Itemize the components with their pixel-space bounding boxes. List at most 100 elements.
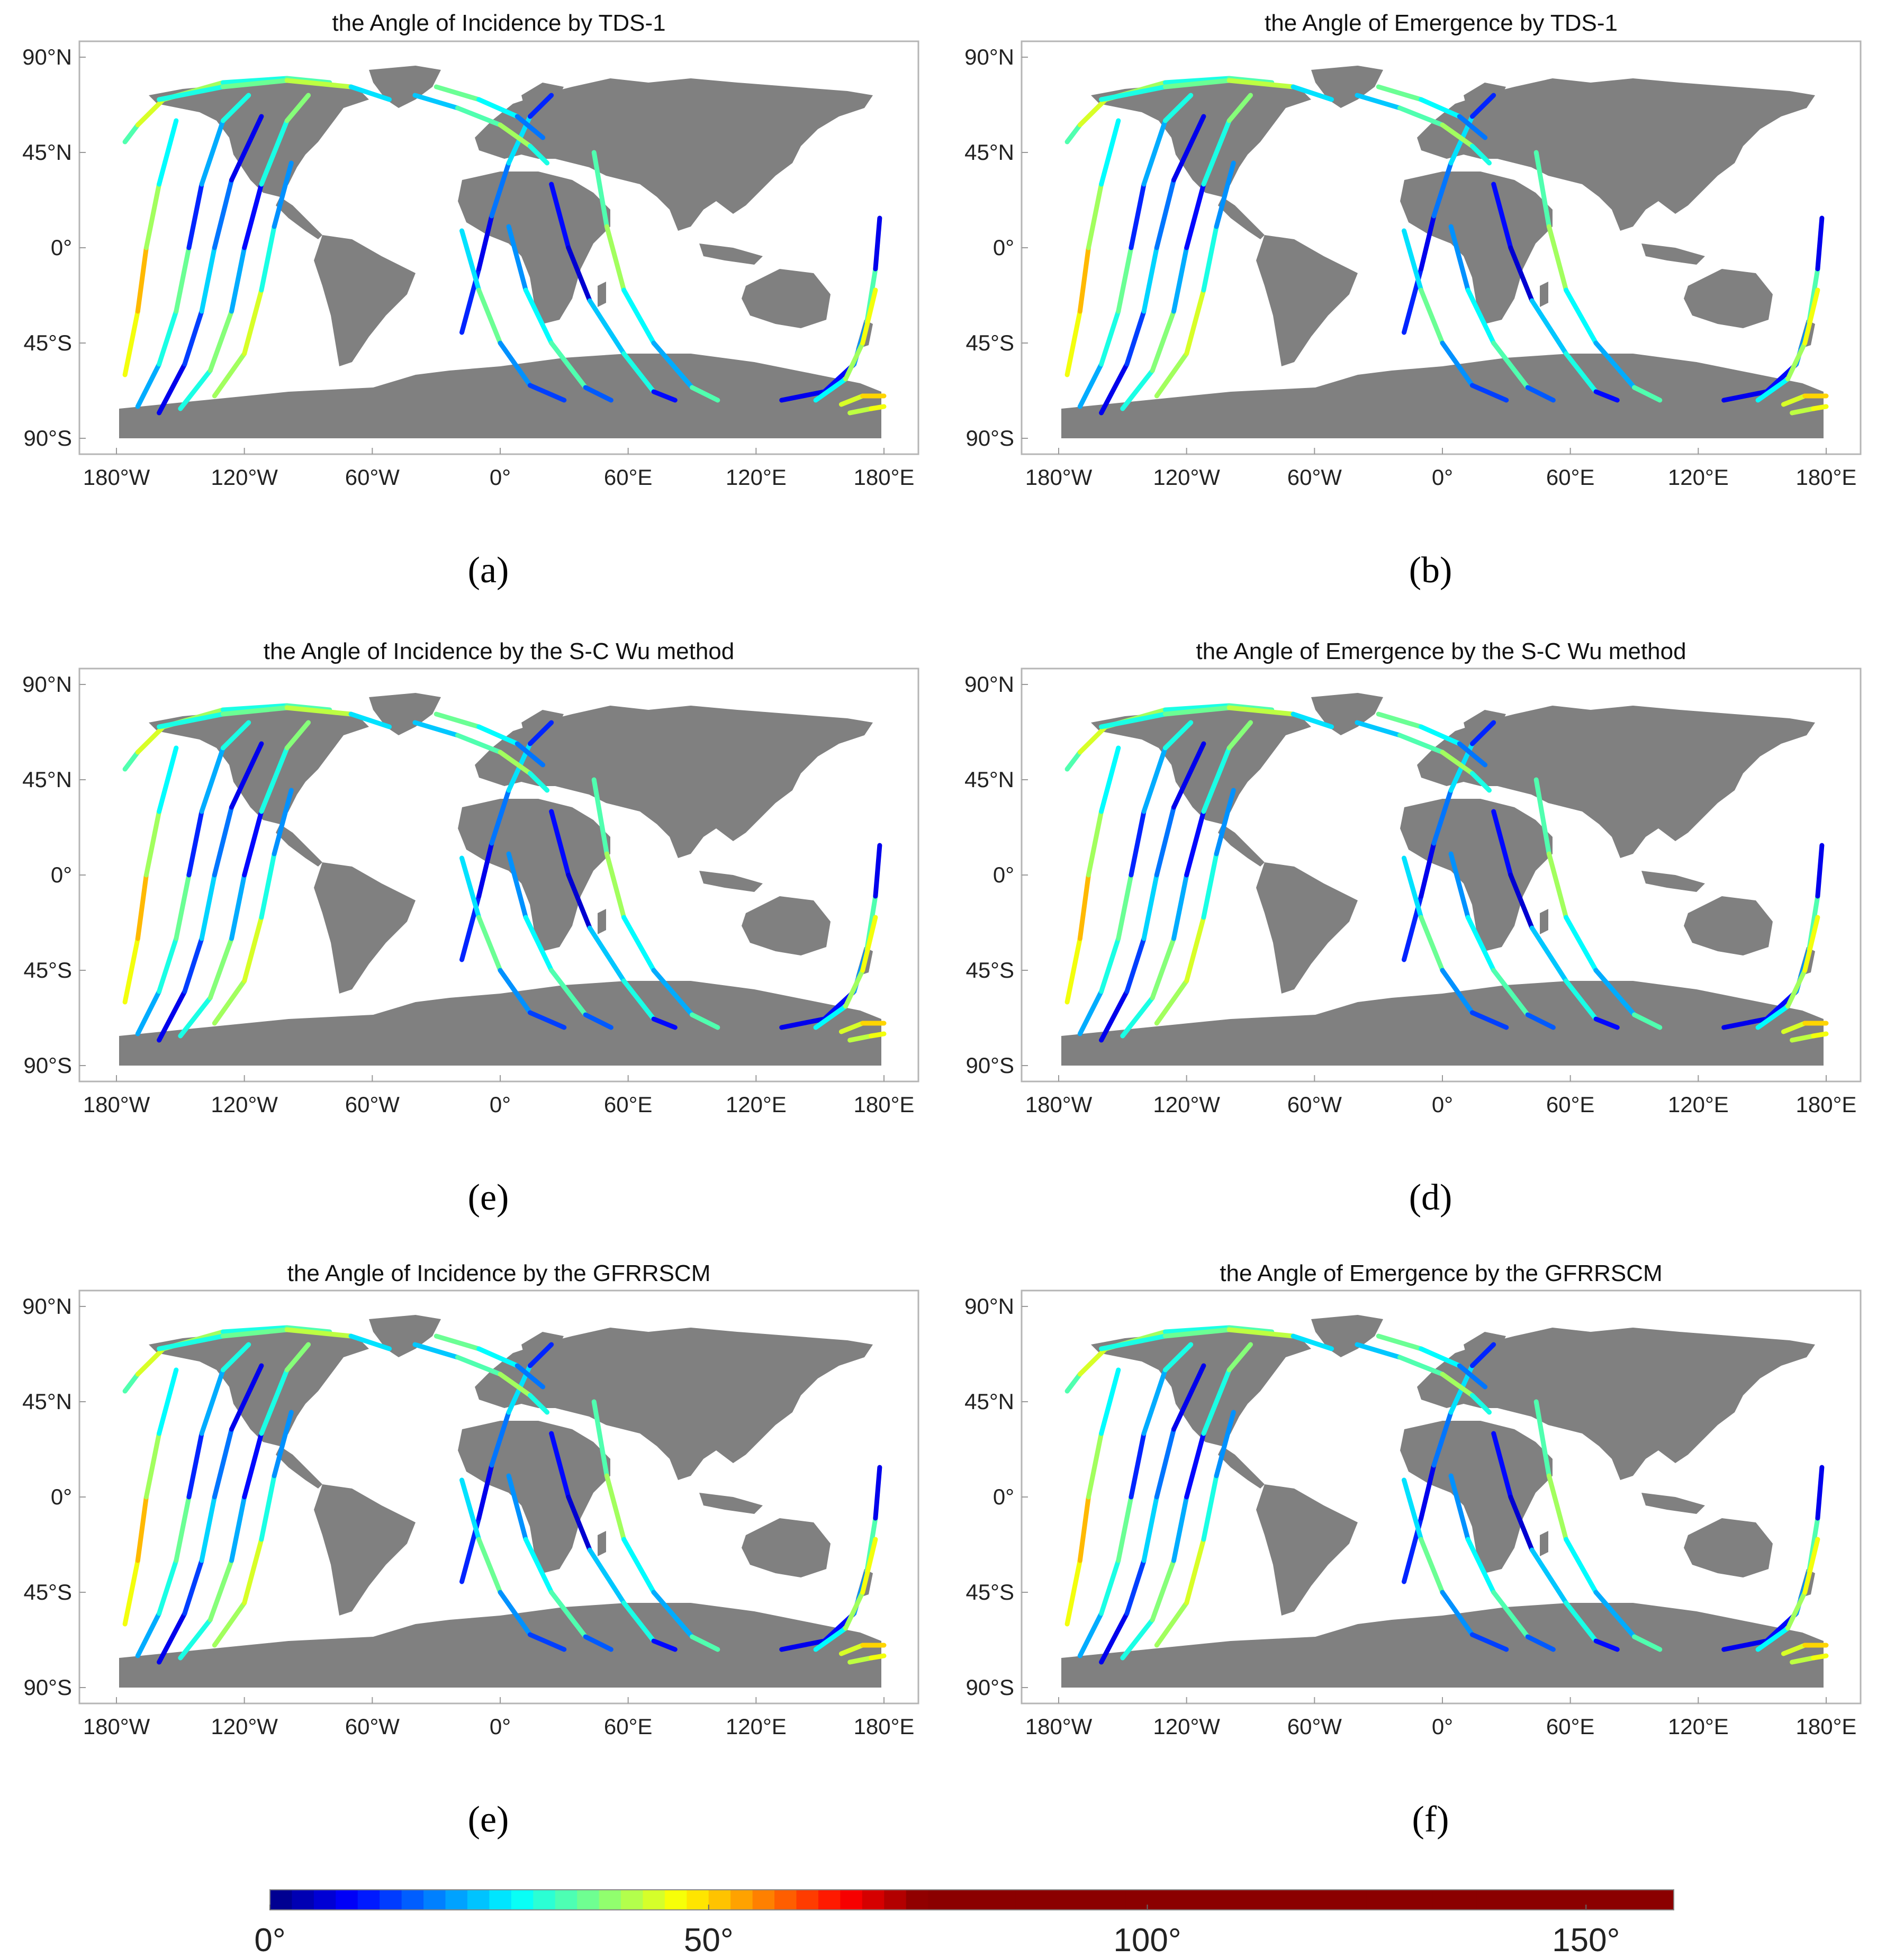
lat-tick-label: 45°S [23,330,72,355]
track-segment [229,741,264,810]
track-segment [459,1477,482,1542]
track-segment [838,393,865,407]
track-segment [869,404,887,411]
colorbar-cell [1454,1890,1477,1910]
colorbar-tick-label: 100° [1113,1922,1181,1957]
track-segment [527,771,550,793]
track-segment [779,389,827,403]
track-segment [135,724,166,755]
track-segment [1129,182,1147,250]
track-segment [284,705,354,717]
colorbar-cell [972,1890,995,1910]
lon-tick-label: 0° [1432,1092,1453,1117]
track-segment [690,1012,720,1030]
track-segment [779,1638,827,1652]
colorbar-cell [467,1890,490,1910]
track-segment [1064,309,1082,377]
track-segment [1525,1012,1556,1030]
lat-tick-label: 45°N [22,1389,72,1414]
track-segment [284,1327,354,1339]
lon-tick-label: 0° [1432,1714,1453,1739]
colorbar-cell [1015,1890,1038,1910]
track-segment [242,915,264,984]
lat-tick-label: 90°N [22,44,72,69]
lat-tick-label: 45°S [965,958,1014,982]
track-segment [229,114,264,183]
lat-tick-label: 45°N [964,1389,1014,1414]
track-segment [1077,97,1108,128]
track-segment [1124,309,1147,367]
track-segment [1291,711,1334,729]
lat-tick-label: 0° [51,1484,72,1509]
track-segment [847,1655,874,1665]
track-segment [549,182,571,250]
track-segment [651,340,694,390]
track-segment [838,1643,865,1656]
track-segment [1141,1367,1168,1436]
track-segment [1226,1342,1253,1373]
track-segment [860,1537,878,1595]
lon-tick-label: 180°W [83,1714,150,1739]
track-segment [272,1410,294,1478]
colorbar-cell [621,1890,644,1910]
track-segment [434,84,482,102]
track-segment [1593,1016,1620,1030]
track-segment [527,1393,550,1415]
track-segment [122,309,140,377]
colorbar-cell [380,1890,402,1910]
track-segment [135,245,149,314]
colorbar-cell [313,1890,336,1910]
colorbar-cell [357,1890,380,1910]
track-segment [455,1355,503,1377]
track-segment [1201,745,1232,814]
track-segment [182,309,204,367]
track-segment [259,1367,290,1436]
track-segment [1448,851,1470,920]
track-segment [1440,1590,1475,1637]
map-panel: the Angle of Incidence by TDS-1 90°N 45°N 0… [22,10,919,591]
lon-tick-label: 120°W [211,1714,278,1739]
track-segment [860,287,878,346]
track-segment [1201,224,1219,293]
track-segment [1419,287,1445,346]
lat-tick-label: 90°S [23,1053,72,1078]
track-segment [1469,720,1496,746]
colorbar-cell [928,1890,951,1910]
track-segment [1811,404,1829,411]
track-segment [135,362,162,409]
track-segment [178,368,213,411]
lat-tick-label: 0° [993,1484,1014,1509]
track-segment [523,915,554,973]
track-segment [1593,389,1620,403]
track-segment [1469,93,1496,119]
lon-tick-label: 180°W [1025,1092,1093,1117]
track-segment [1162,720,1194,751]
track-segment [1755,1626,1790,1652]
track-segment [1150,309,1176,373]
colorbar-cell [1564,1890,1586,1910]
lon-tick-label: 60°E [1546,1714,1595,1739]
colorbar-cell [1542,1890,1565,1910]
lat-tick-label: 0° [993,862,1014,887]
colorbar-cell [1235,1890,1258,1910]
track-segment [1781,393,1808,407]
track-segment [1064,1372,1082,1394]
track-segment [843,340,865,382]
track-segment [259,745,290,814]
track-segment [1141,872,1159,941]
track-segment [566,245,592,303]
colorbar-cell [445,1890,468,1910]
track-segment [1077,872,1091,941]
track-segment [122,1372,140,1394]
track-segment [1120,1617,1155,1661]
track-segment [1465,287,1496,346]
track-segment [1802,915,1820,973]
track-segment [182,1558,204,1616]
lat-tick-label: 45°S [23,958,72,982]
track-segment [1593,1590,1637,1639]
track-segment [1632,385,1663,403]
track-segment [489,1410,511,1468]
track-segment [1440,968,1475,1015]
track-segment [549,968,588,1017]
track-segment [1184,1537,1206,1606]
